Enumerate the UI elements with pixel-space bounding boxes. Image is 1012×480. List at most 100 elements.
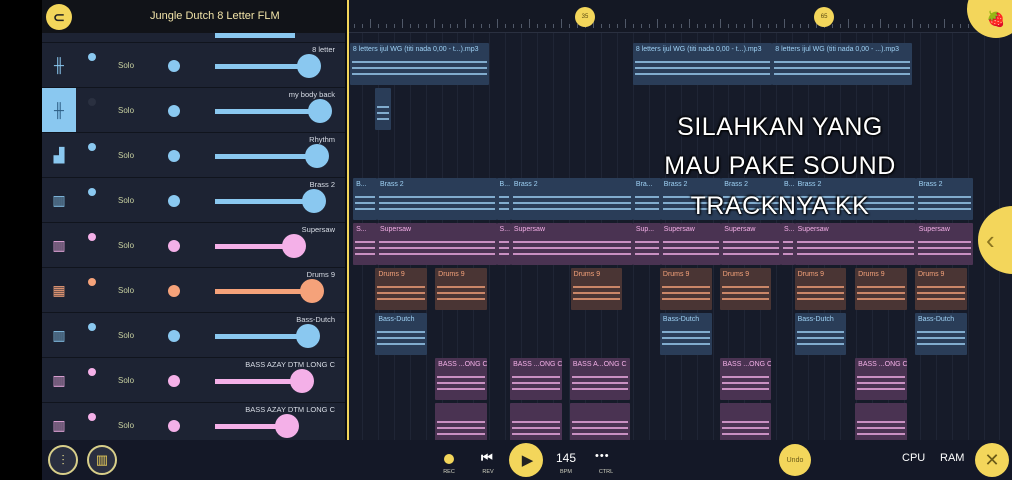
- play-button[interactable]: ▶: [509, 443, 543, 477]
- pan-knob[interactable]: [168, 105, 180, 117]
- volume-knob[interactable]: [275, 414, 300, 438]
- solo-button[interactable]: Solo: [118, 286, 135, 295]
- pattern-clip[interactable]: Sup...: [632, 223, 661, 265]
- solo-button[interactable]: Solo: [118, 196, 135, 205]
- volume-slider[interactable]: [215, 334, 307, 339]
- track-row[interactable]: ▥ Solo BASS AZAY DTM LONG C: [42, 403, 345, 440]
- pan-knob[interactable]: [168, 240, 180, 252]
- pattern-clip[interactable]: S...: [496, 223, 511, 265]
- pattern-clip[interactable]: Drums 9: [855, 268, 907, 310]
- pattern-clip[interactable]: Supersaw: [660, 223, 722, 265]
- playlist[interactable]: 35 65 8 letters ijul WG (titi nada 0,00 -…: [348, 0, 1012, 440]
- pattern-clip[interactable]: BASS ...ONG C: [510, 358, 562, 400]
- pattern-clip[interactable]: Bass-Dutch: [794, 313, 847, 355]
- mute-toggle[interactable]: [88, 143, 96, 151]
- magnet-icon[interactable]: ⊂: [46, 4, 72, 30]
- pattern-clip[interactable]: [510, 403, 562, 440]
- track-row[interactable]: ╫ Solo 8 letter: [42, 43, 345, 88]
- pattern-clip[interactable]: Brass 2: [794, 178, 916, 220]
- pan-knob[interactable]: [168, 375, 180, 387]
- track-row[interactable]: ▦ Solo Drums 9: [42, 268, 345, 313]
- drum-icon[interactable]: ▦: [52, 281, 66, 298]
- pattern-clip[interactable]: Brass 2: [721, 178, 782, 220]
- pattern-clip[interactable]: S...: [781, 223, 795, 265]
- solo-button[interactable]: Solo: [118, 376, 135, 385]
- piano-icon[interactable]: ▥: [52, 191, 66, 208]
- mute-toggle[interactable]: [88, 98, 96, 106]
- pan-knob[interactable]: [168, 195, 180, 207]
- pan-knob[interactable]: [168, 60, 180, 72]
- track-row[interactable]: ▥ Solo Supersaw: [42, 223, 345, 268]
- pattern-clip[interactable]: Brass 2: [510, 178, 633, 220]
- mute-toggle[interactable]: [88, 233, 96, 241]
- track-row[interactable]: ▥ Solo Bass-Dutch: [42, 313, 345, 358]
- volume-knob[interactable]: [296, 324, 321, 348]
- solo-button[interactable]: Solo: [118, 61, 135, 70]
- pattern-clip[interactable]: Supersaw: [915, 223, 974, 265]
- pattern-clip[interactable]: Supersaw: [721, 223, 782, 265]
- mute-toggle[interactable]: [88, 278, 96, 286]
- piano-icon[interactable]: ▥: [52, 326, 66, 343]
- pattern-clip[interactable]: S...: [353, 223, 377, 265]
- pattern-clip[interactable]: BASS ...ONG C: [855, 358, 907, 400]
- track-row[interactable]: ▥ Solo BASS AZAY DTM LONG C: [42, 358, 345, 403]
- mute-toggle[interactable]: [88, 188, 96, 196]
- mute-toggle[interactable]: [88, 413, 96, 421]
- pattern-clip[interactable]: Bra...: [632, 178, 661, 220]
- pan-knob[interactable]: [168, 330, 180, 342]
- pattern-clip[interactable]: Brass 2: [376, 178, 497, 220]
- pattern-clip[interactable]: Bass-Dutch: [659, 313, 712, 355]
- mute-toggle[interactable]: [88, 53, 96, 61]
- solo-button[interactable]: Solo: [118, 421, 135, 430]
- piano-icon[interactable]: ▥: [52, 371, 66, 388]
- volume-slider[interactable]: [215, 289, 310, 294]
- solo-button[interactable]: Solo: [118, 151, 135, 160]
- pattern-clip[interactable]: [719, 403, 772, 440]
- bpm-value[interactable]: 145: [556, 451, 577, 465]
- pattern-clip[interactable]: Drums 9: [719, 268, 772, 310]
- pattern-clip[interactable]: Supersaw: [376, 223, 497, 265]
- volume-knob[interactable]: [281, 234, 306, 258]
- pattern-clip[interactable]: Drums 9: [570, 268, 623, 310]
- volume-knob[interactable]: [307, 99, 332, 123]
- pattern-clip[interactable]: Drums 9: [375, 268, 428, 310]
- close-icon[interactable]: ✕: [975, 443, 1009, 477]
- pattern-clip[interactable]: B...: [496, 178, 511, 220]
- pattern-clip[interactable]: [375, 88, 392, 130]
- volume-slider[interactable]: [215, 154, 315, 159]
- pattern-clip[interactable]: 8 letters ijul WG (titi nada 0,00 - t...…: [632, 43, 773, 85]
- more-icon[interactable]: •••: [595, 450, 610, 462]
- waveform-icon[interactable]: ╫: [42, 88, 76, 132]
- piano-keys-icon[interactable]: ▥: [87, 445, 117, 475]
- track-row[interactable]: ▟ Solo Rhythm: [42, 133, 345, 178]
- playhead[interactable]: [347, 0, 349, 440]
- solo-button[interactable]: Solo: [118, 241, 135, 250]
- pan-knob[interactable]: [168, 420, 180, 432]
- pattern-clip[interactable]: 8 letters ijul WG (titi nada 0,00 - ...)…: [772, 43, 912, 85]
- volume-knob[interactable]: [299, 279, 324, 303]
- pattern-clip[interactable]: [569, 403, 630, 440]
- mute-toggle[interactable]: [88, 323, 96, 331]
- pan-knob[interactable]: [168, 285, 180, 297]
- pattern-clip[interactable]: Bass-Dutch: [375, 313, 428, 355]
- bars-icon[interactable]: ▟: [53, 146, 65, 163]
- volume-knob[interactable]: [290, 369, 315, 393]
- volume-knob[interactable]: [304, 144, 329, 168]
- pattern-clip[interactable]: Drums 9: [435, 268, 487, 310]
- solo-button[interactable]: Solo: [118, 106, 135, 115]
- solo-button[interactable]: Solo: [118, 331, 135, 340]
- undo-button[interactable]: Undo: [779, 444, 811, 476]
- volume-knob[interactable]: [297, 54, 322, 78]
- piano-icon[interactable]: ▥: [52, 236, 66, 253]
- pattern-clip[interactable]: Supersaw: [510, 223, 633, 265]
- bar-marker[interactable]: 35: [575, 7, 595, 27]
- pattern-clip[interactable]: Drums 9: [914, 268, 967, 310]
- volume-slider[interactable]: [215, 424, 286, 429]
- volume-slider[interactable]: [215, 64, 308, 69]
- rewind-icon[interactable]: ⏮: [481, 450, 493, 465]
- pattern-clip[interactable]: Brass 2: [915, 178, 974, 220]
- volume-slider[interactable]: [215, 379, 301, 384]
- pattern-clip[interactable]: Drums 9: [659, 268, 712, 310]
- pattern-clip[interactable]: BASS ...ONG C: [435, 358, 487, 400]
- track-row[interactable]: ╫ Solo my body back: [42, 88, 345, 133]
